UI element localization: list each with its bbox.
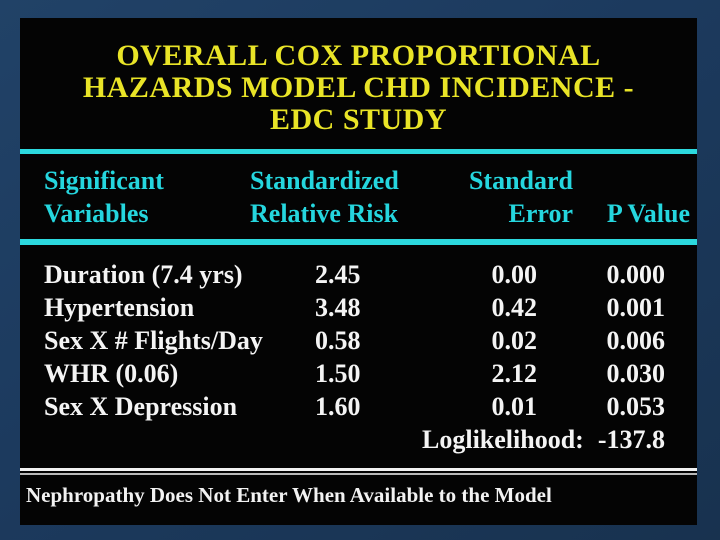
cell-variable: Sex X Depression bbox=[44, 392, 238, 421]
divider-thin-line bbox=[20, 473, 697, 475]
column-header-significant-variables: Significant Variables bbox=[44, 164, 250, 230]
slide-panel: OVERALL COX PROPORTIONAL HAZARDS MODEL C… bbox=[20, 18, 697, 525]
loglikelihood-value: -137.8 bbox=[597, 425, 665, 454]
header-line: Significant bbox=[44, 166, 164, 195]
cell-standard-error: 2.12 bbox=[491, 359, 538, 388]
header-line: Variables bbox=[44, 199, 149, 228]
slide-title: OVERALL COX PROPORTIONAL HAZARDS MODEL C… bbox=[20, 18, 697, 136]
title-line-3: EDC STUDY bbox=[269, 103, 448, 136]
cell-p-value: 0.053 bbox=[606, 392, 666, 421]
divider-below-title bbox=[20, 149, 697, 154]
cell-standard-error: 0.02 bbox=[491, 326, 538, 355]
cell-standard-error: 0.01 bbox=[491, 392, 538, 421]
title-line-2: HAZARDS MODEL CHD INCIDENCE - bbox=[82, 71, 635, 104]
cell-relative-risk: 3.48 bbox=[315, 293, 361, 322]
column-header-standardized-relative-risk: Standardized Relative Risk bbox=[250, 164, 425, 230]
table-body: Duration (7.4 yrs) 2.45 0.00 0.000 Hyper… bbox=[20, 258, 697, 456]
cell-variable: Hypertension bbox=[44, 293, 195, 322]
divider-above-footnote bbox=[20, 468, 697, 475]
divider-below-header bbox=[20, 239, 697, 245]
cell-variable: Sex X # Flights/Day bbox=[44, 326, 263, 355]
cell-relative-risk: 1.60 bbox=[315, 392, 361, 421]
cell-variable: WHR (0.06) bbox=[44, 359, 179, 388]
header-line: Standardized bbox=[250, 166, 399, 195]
cell-relative-risk: 1.50 bbox=[315, 359, 361, 388]
column-header-standard-error: Standard Error bbox=[425, 164, 573, 230]
table-row: Sex X # Flights/Day 0.58 0.02 0.006 bbox=[20, 324, 697, 357]
table-header-row: Significant Variables Standardized Relat… bbox=[20, 164, 697, 230]
table-row: Hypertension 3.48 0.42 0.001 bbox=[20, 291, 697, 324]
cell-p-value: 0.000 bbox=[606, 260, 666, 289]
table-row: WHR (0.06) 1.50 2.12 0.030 bbox=[20, 357, 697, 390]
loglikelihood-label: Loglikelihood: bbox=[422, 425, 584, 454]
cell-standard-error: 0.00 bbox=[491, 260, 538, 289]
header-line: Error bbox=[508, 199, 574, 228]
cell-standard-error: 0.42 bbox=[491, 293, 538, 322]
header-line: Standard bbox=[468, 166, 573, 195]
cell-relative-risk: 2.45 bbox=[315, 260, 361, 289]
divider-gap bbox=[20, 471, 697, 473]
title-line-1: OVERALL COX PROPORTIONAL bbox=[116, 39, 601, 72]
table-row: Sex X Depression 1.60 0.01 0.053 bbox=[20, 390, 697, 423]
column-header-p-value: P Value bbox=[606, 199, 690, 228]
cell-relative-risk: 0.58 bbox=[315, 326, 361, 355]
cell-p-value: 0.030 bbox=[606, 359, 666, 388]
cell-p-value: 0.001 bbox=[606, 293, 666, 322]
header-line: Relative Risk bbox=[250, 199, 399, 228]
cell-p-value: 0.006 bbox=[606, 326, 666, 355]
cell-variable: Duration (7.4 yrs) bbox=[44, 260, 243, 289]
loglikelihood-row: Loglikelihood: -137.8 bbox=[20, 423, 697, 456]
divider-thick-line bbox=[20, 468, 697, 471]
table-row: Duration (7.4 yrs) 2.45 0.00 0.000 bbox=[20, 258, 697, 291]
footnote: Nephropathy Does Not Enter When Availabl… bbox=[26, 483, 552, 507]
